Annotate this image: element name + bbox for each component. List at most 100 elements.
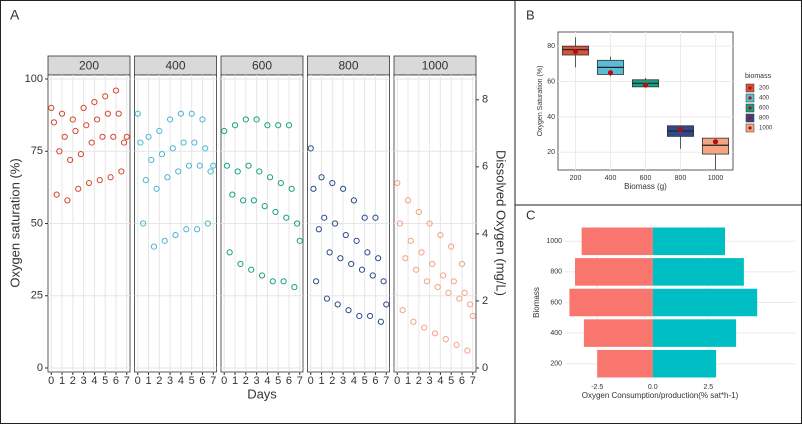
data-point [56, 148, 63, 155]
x-tick-label: 3 [167, 375, 173, 387]
data-point [453, 341, 460, 348]
data-point [48, 104, 55, 112]
data-point [272, 208, 279, 216]
y-tick-label: 400 [550, 330, 562, 337]
data-point [104, 110, 111, 117]
data-point [118, 168, 125, 175]
data-point [358, 266, 366, 273]
data-point [53, 191, 60, 198]
x-tick-label: 0 [48, 375, 54, 387]
x-tick-label: 2 [156, 375, 162, 387]
y2-tick-label: 0 [482, 362, 488, 374]
x-axis-title: Oxygen Consumption/production(% sat*h-1) [582, 391, 739, 400]
x-tick-label: 2 [70, 375, 76, 387]
x-tick-label: 4 [178, 375, 184, 387]
data-point [199, 116, 206, 123]
data-point [310, 185, 317, 192]
x-tick-label: 7 [470, 375, 476, 387]
x-tick-label: 1 [59, 375, 65, 387]
y-tick-label: 75 [31, 145, 43, 157]
data-point [140, 220, 147, 227]
x-tick-label: 200 [570, 175, 582, 182]
bar [597, 349, 653, 378]
data-point [293, 220, 301, 227]
data-point [158, 151, 166, 158]
data-point [123, 133, 130, 140]
data-point [291, 283, 298, 291]
data-point [210, 162, 217, 169]
x-tick-label: 400 [605, 175, 617, 182]
x-tick-label: 1 [145, 375, 151, 387]
data-point [458, 260, 466, 268]
data-point [107, 174, 114, 181]
data-point [169, 145, 176, 152]
legend-label: 1000 [759, 126, 773, 132]
data-point [142, 177, 149, 184]
x-tick-label: 1 [405, 375, 411, 387]
data-point [99, 133, 106, 140]
data-point [394, 179, 401, 187]
x-tick-label: -2.5 [591, 384, 603, 391]
data-point [288, 185, 295, 192]
data-point [258, 272, 266, 279]
data-point [248, 266, 255, 273]
data-point [61, 133, 68, 140]
data-point [399, 307, 406, 314]
x-tick-label: 6 [113, 375, 119, 387]
x-tick-label: 600 [640, 175, 652, 182]
x-tick-label: 3 [254, 375, 260, 387]
y-tick-label: 50 [31, 217, 43, 229]
data-point [464, 347, 471, 354]
legend-mean [748, 116, 752, 120]
box-mean [712, 139, 719, 145]
data-point [280, 278, 287, 285]
bar [652, 227, 725, 256]
data-point [264, 122, 271, 129]
data-point [50, 119, 58, 126]
data-point [345, 307, 352, 314]
data-point [102, 93, 109, 100]
box-mean [677, 126, 684, 132]
y2-tick-label: 2 [482, 295, 488, 307]
data-point [469, 312, 476, 320]
data-point [429, 260, 436, 268]
bar [583, 319, 653, 347]
data-point [204, 220, 211, 227]
x-tick-label: 6 [372, 375, 378, 387]
data-point [364, 249, 371, 256]
x-tick-label: 0 [221, 375, 227, 387]
data-point [156, 127, 163, 135]
facet-label: 200 [79, 59, 99, 73]
data-point [461, 289, 468, 296]
data-point [193, 226, 201, 233]
y-tick-label: 80 [547, 43, 555, 50]
data-point [410, 318, 417, 325]
data-point [434, 283, 441, 291]
legend-label: 800 [759, 116, 770, 122]
data-point [234, 168, 241, 175]
x-tick-label: 800 [675, 175, 687, 182]
data-point [183, 226, 190, 233]
y-tick-label: 60 [547, 78, 555, 85]
data-point [426, 220, 433, 227]
legend-mean [748, 96, 752, 100]
data-point [337, 255, 344, 262]
data-point [396, 220, 404, 227]
data-point [223, 162, 231, 169]
x-tick-label: 7 [297, 375, 303, 387]
y-axis-title: Oxygen Saturation (%) [537, 66, 544, 137]
data-point [250, 197, 258, 204]
x-tick-label: 3 [427, 375, 433, 387]
data-point [466, 301, 474, 308]
y2-tick-label: 4 [482, 228, 488, 240]
x-tick-label: 0.0 [648, 384, 658, 391]
data-point [196, 162, 203, 169]
data-point [69, 116, 76, 123]
data-point [93, 116, 101, 123]
x-tick-label: 3 [81, 375, 87, 387]
data-point [353, 237, 360, 244]
x-tick-label: 5 [362, 375, 368, 387]
data-point [369, 272, 376, 279]
data-point [313, 278, 320, 285]
